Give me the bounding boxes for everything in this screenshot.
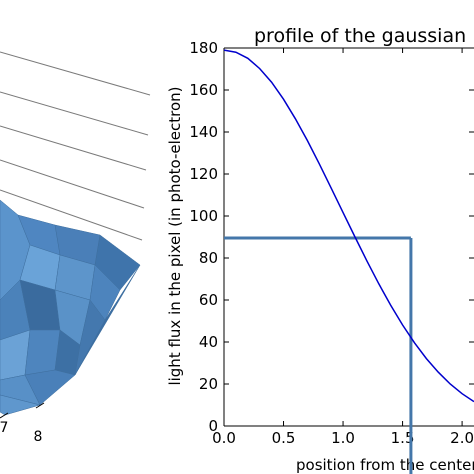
y-tick-label: 60 (199, 291, 218, 309)
surface-tick-label: 8 (34, 429, 43, 445)
series-line (223, 49, 474, 403)
y-tick-label: 0 (208, 417, 218, 435)
x-tick-label: 1.5 (391, 429, 415, 447)
x-tick-label: 0.0 (212, 429, 236, 447)
axis-ticks: 0 20 40 60 80 100 120 140 160 180 0.0 0.5 1.0 1.5 2.0 (189, 39, 474, 447)
surface-mesh (0, 199, 141, 416)
plot-area (223, 47, 474, 474)
surface-panel: 7 8 (0, 51, 151, 445)
y-tick-label: 120 (189, 165, 218, 183)
surface-axis-ticks (0, 402, 45, 419)
y-tick-label: 80 (199, 249, 218, 267)
y-tick-label: 180 (189, 39, 218, 57)
y-tick-label: 160 (189, 81, 218, 99)
y-axis-label: light flux in the pixel (in photo-electr… (166, 86, 184, 385)
surface-tick-label: 7 (0, 420, 8, 436)
x-tick-label: 1.0 (331, 429, 355, 447)
surface-gridlines (0, 51, 151, 241)
y-tick-label: 20 (199, 375, 218, 393)
y-tick-label: 40 (199, 333, 218, 351)
line-chart: profile of the gaussian light flux in th… (166, 25, 474, 474)
x-tick-label: 0.5 (272, 429, 296, 447)
x-axis-label: position from the center (296, 456, 474, 474)
y-tick-label: 100 (189, 207, 218, 225)
x-tick-label: 2.0 (450, 429, 474, 447)
y-tick-label: 140 (189, 123, 218, 141)
chart-title: profile of the gaussian (254, 25, 466, 47)
